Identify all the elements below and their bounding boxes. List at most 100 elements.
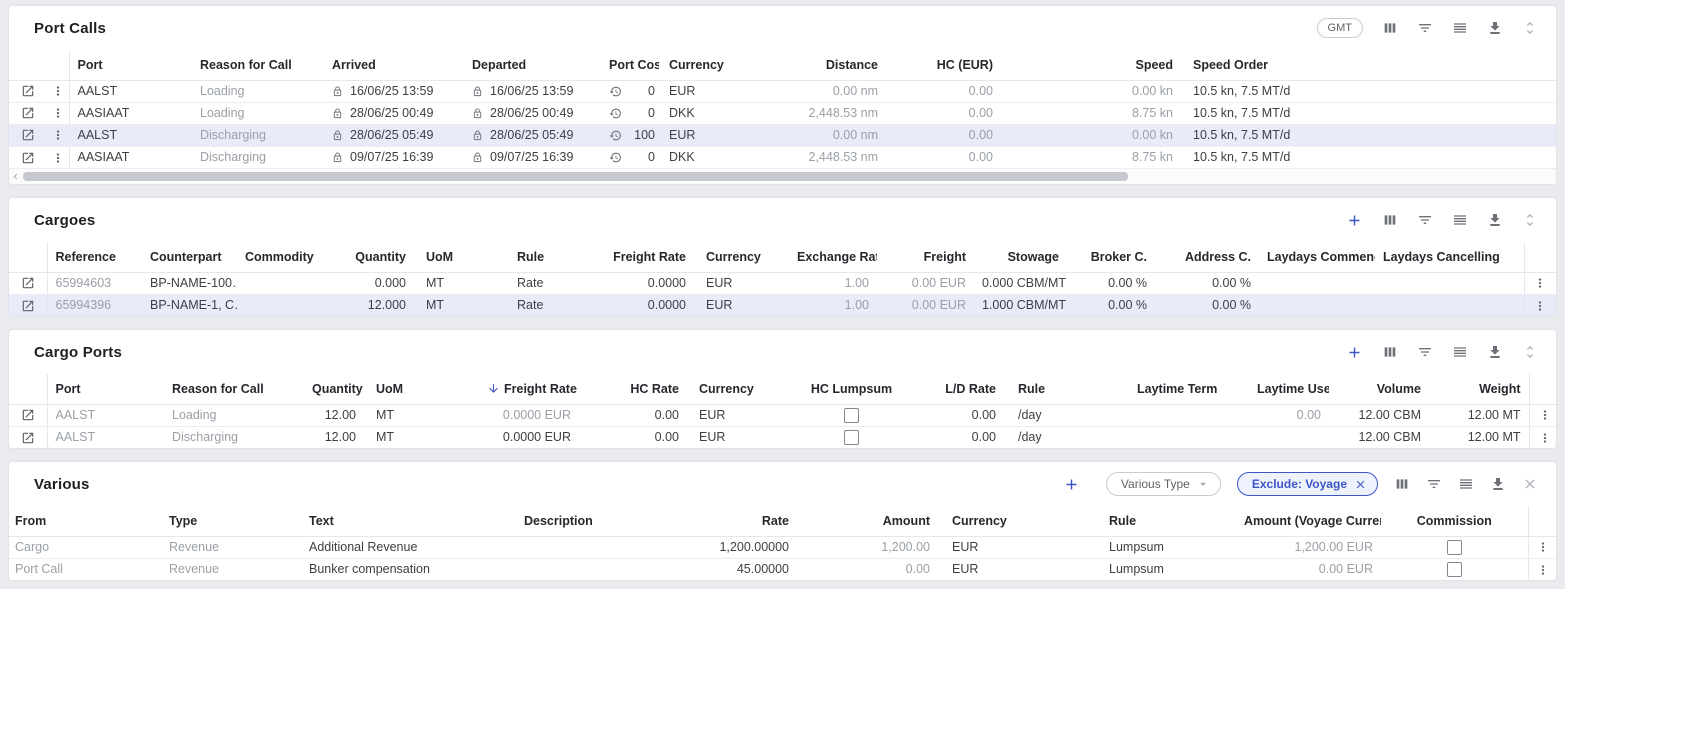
horizontal-scrollbar[interactable]	[9, 168, 1556, 184]
col-header-speed[interactable]: Speed	[1001, 50, 1181, 81]
currency-cell[interactable]: EUR	[694, 272, 789, 295]
col-header-distance[interactable]: Distance	[751, 50, 886, 81]
row-menu-icon[interactable]	[51, 128, 65, 142]
speed-order-cell[interactable]: 10.5 kn, 7.5 MT/d	[1193, 150, 1291, 165]
col-header-broker-c[interactable]: Broker C.	[1067, 242, 1155, 273]
hc-lumpsum-checkbox[interactable]	[844, 407, 859, 423]
col-header-amount-vc[interactable]: Amount (Voyage Currency)	[1236, 506, 1381, 537]
currency-cell[interactable]: EUR	[938, 536, 1101, 559]
currency-cell[interactable]: DKK	[669, 150, 695, 165]
collapse-panel-icon[interactable]	[1522, 344, 1538, 360]
address-commission-cell[interactable]: 0.00 %	[1155, 294, 1259, 316]
open-record-icon[interactable]	[21, 151, 35, 165]
row-menu-icon[interactable]	[1536, 563, 1550, 577]
quantity-cell[interactable]: 12.00	[304, 404, 364, 427]
open-record-icon[interactable]	[21, 431, 35, 445]
rate-cell[interactable]: 45.00000	[736, 562, 789, 577]
port-cost-cell[interactable]: 100	[601, 124, 659, 147]
col-header-from[interactable]: From	[9, 506, 161, 537]
col-header-hc-rate[interactable]: HC Rate	[579, 374, 687, 405]
commission-checkbox[interactable]	[1446, 561, 1462, 577]
scrollbar-thumb[interactable]	[23, 172, 1128, 181]
commission-checkbox[interactable]	[1446, 539, 1462, 555]
col-header-counterpart[interactable]: Counterpart	[142, 242, 237, 273]
col-header-hc-eur[interactable]: HC (EUR)	[886, 50, 1001, 81]
history-icon[interactable]	[609, 85, 622, 98]
commodity-cell[interactable]	[237, 272, 329, 295]
counterpart-cell[interactable]: BP-NAME-100…	[142, 272, 237, 295]
row-menu-icon[interactable]	[1538, 408, 1552, 422]
history-icon[interactable]	[609, 129, 622, 142]
speed-order-cell[interactable]: 10.5 kn, 7.5 MT/d	[1181, 102, 1556, 125]
col-header-laydays-commence[interactable]: Laydays Commence	[1259, 242, 1375, 273]
col-header-ld-rate[interactable]: L/D Rate	[924, 374, 1004, 405]
port-cell[interactable]: AASIAAT	[68, 146, 192, 168]
currency-cell[interactable]: EUR	[952, 562, 979, 577]
row-menu-icon[interactable]	[51, 106, 65, 120]
col-header-port-cost[interactable]: Port Cost	[601, 50, 659, 81]
reason-cell[interactable]: Discharging	[172, 430, 239, 445]
ld-rate-cell[interactable]: 0.00	[924, 404, 1004, 427]
row-menu-icon[interactable]	[1533, 299, 1547, 313]
col-header-amount[interactable]: Amount	[797, 506, 938, 537]
col-header-exchange-rate[interactable]: Exchange Rate	[789, 242, 877, 273]
volume-cell[interactable]: 12.00 CBM	[1358, 430, 1421, 445]
stowage-cell[interactable]: 1.000 CBM/MT	[974, 294, 1067, 316]
rate-cell[interactable]: 1,200.00000	[701, 536, 797, 559]
uom-cell[interactable]: MT	[364, 404, 479, 427]
rule-cell[interactable]: /day	[1018, 430, 1042, 445]
arrived-cell[interactable]: 09/07/25 16:39	[324, 146, 464, 168]
departed-cell[interactable]: 16/06/25 13:59	[464, 80, 601, 103]
reason-cell[interactable]: Loading	[192, 80, 324, 103]
arrived-cell[interactable]: 28/06/25 05:49	[324, 124, 464, 147]
row-density-icon[interactable]	[1458, 476, 1474, 492]
col-header-volume[interactable]: Volume	[1329, 374, 1429, 405]
col-header-address-c[interactable]: Address C.	[1155, 242, 1259, 273]
col-header-uom[interactable]: UoM	[364, 374, 479, 405]
uom-cell[interactable]: MT	[414, 272, 509, 295]
port-cost-cell[interactable]: 0	[601, 146, 659, 168]
row-menu-icon[interactable]	[51, 151, 65, 165]
text-cell[interactable]: Bunker compensation	[309, 562, 430, 577]
add-cargo-port-icon[interactable]	[1346, 344, 1363, 361]
columns-icon[interactable]	[1382, 212, 1398, 228]
columns-icon[interactable]	[1394, 476, 1410, 492]
row-density-icon[interactable]	[1452, 212, 1468, 228]
open-record-icon[interactable]	[21, 106, 35, 120]
filter-icon[interactable]	[1417, 344, 1433, 360]
rule-cell[interactable]: /day	[1004, 404, 1129, 427]
col-header-rate[interactable]: Rate	[701, 506, 797, 537]
col-header-rule[interactable]: Rule	[509, 242, 574, 273]
open-record-icon[interactable]	[21, 128, 35, 142]
broker-commission-cell[interactable]: 0.00 %	[1067, 272, 1155, 295]
col-header-weight[interactable]: Weight	[1429, 374, 1529, 405]
type-cell[interactable]: Revenue	[161, 536, 301, 559]
close-panel-icon[interactable]	[1522, 476, 1538, 492]
speed-order-cell[interactable]: 10.5 kn, 7.5 MT/d	[1181, 124, 1556, 147]
reason-cell[interactable]: Discharging	[200, 150, 267, 165]
collapse-panel-icon[interactable]	[1522, 212, 1538, 228]
port-cell[interactable]: AALST	[46, 426, 164, 448]
col-header-hc-lumpsum[interactable]: HC Lumpsum	[779, 374, 924, 405]
type-cell[interactable]: Revenue	[169, 562, 220, 577]
col-header-departed[interactable]: Departed	[464, 50, 601, 81]
row-density-icon[interactable]	[1452, 20, 1468, 36]
download-icon[interactable]	[1487, 344, 1503, 360]
port-cell[interactable]: AALST	[68, 124, 192, 147]
filter-icon[interactable]	[1417, 212, 1433, 228]
quantity-cell[interactable]: 0.000	[329, 272, 414, 295]
history-icon[interactable]	[609, 151, 622, 164]
collapse-panel-icon[interactable]	[1522, 20, 1538, 36]
broker-commission-cell[interactable]: 0.00 %	[1067, 294, 1155, 316]
port-cell[interactable]: AASIAAT	[68, 102, 192, 125]
laydays-cancelling-cell[interactable]	[1375, 272, 1524, 295]
timezone-badge[interactable]: GMT	[1316, 18, 1363, 38]
rule-cell[interactable]: Rate	[509, 294, 574, 316]
download-icon[interactable]	[1487, 212, 1503, 228]
col-header-speed-order[interactable]: Speed Order	[1181, 50, 1556, 81]
col-header-stowage[interactable]: Stowage	[974, 242, 1067, 273]
col-header-laytime-used[interactable]: Laytime Used	[1249, 374, 1329, 405]
col-header-currency[interactable]: Currency	[659, 50, 751, 81]
laydays-commence-cell[interactable]	[1259, 272, 1375, 295]
weight-cell[interactable]: 12.00 MT	[1467, 430, 1521, 445]
